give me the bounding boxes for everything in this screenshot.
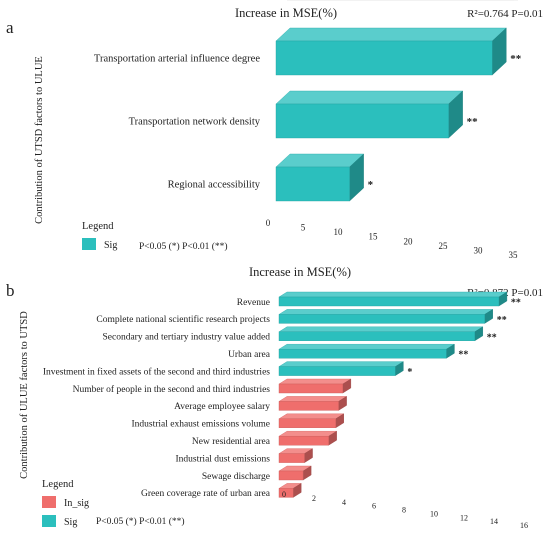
panel-b-label: b bbox=[6, 281, 15, 300]
bar bbox=[275, 103, 449, 139]
bar bbox=[278, 296, 500, 307]
bar bbox=[278, 488, 294, 498]
significance-label: * bbox=[407, 367, 412, 378]
x-tick-label: 12 bbox=[460, 513, 468, 522]
legend-swatch bbox=[82, 238, 96, 250]
category-label: Complete national scientific research pr… bbox=[96, 314, 270, 325]
x-tick-label: 30 bbox=[474, 245, 484, 255]
significance-label: * bbox=[368, 179, 374, 191]
x-tick-label: 0 bbox=[266, 218, 271, 228]
panel-a-label: a bbox=[6, 18, 14, 37]
x-tick-label: 8 bbox=[402, 506, 406, 515]
x-tick-label: 2 bbox=[312, 494, 316, 503]
category-label: New residential area bbox=[192, 437, 271, 447]
bar-top-face bbox=[278, 431, 338, 437]
category-label: Investment in fixed assets of the second… bbox=[43, 366, 270, 377]
chart-a: Transportation arterial influence degree… bbox=[82, 0, 522, 260]
bar bbox=[278, 383, 344, 394]
x-tick-label: 25 bbox=[439, 241, 449, 251]
significance-label: ** bbox=[467, 116, 479, 128]
legend-title: Legend bbox=[42, 479, 74, 490]
bar bbox=[278, 331, 475, 341]
category-label: Industrial exhaust emissions volume bbox=[131, 420, 270, 430]
category-label: Transportation arterial influence degree bbox=[94, 54, 260, 65]
significance-label: ** bbox=[510, 53, 522, 65]
bar bbox=[278, 470, 304, 481]
bar bbox=[278, 401, 339, 411]
category-label: Green coverage rate of urban area bbox=[141, 488, 271, 499]
x-tick-label: 0 bbox=[282, 490, 286, 499]
legend-note: P<0.05 (*) P<0.01 (**) bbox=[96, 516, 185, 527]
legend-swatch bbox=[42, 515, 56, 527]
bar-top-face bbox=[278, 326, 484, 332]
chart-b: Revenue **Complete national scientific re… bbox=[42, 0, 528, 530]
bar-top-face bbox=[278, 309, 494, 315]
x-tick-label: 6 bbox=[372, 502, 376, 511]
panel-b-title: Increase in MSE(%) bbox=[249, 265, 351, 279]
panel-b-ylabel: Contribution of ULUE factors to UTSD bbox=[19, 311, 30, 479]
bar-top-face bbox=[278, 344, 456, 350]
category-label: Revenue bbox=[237, 298, 270, 308]
x-tick-label: 10 bbox=[430, 509, 438, 518]
legend-note: P<0.05 (*) P<0.01 (**) bbox=[139, 241, 228, 252]
category-label: Industrial dust emissions bbox=[176, 454, 271, 464]
x-tick-label: 15 bbox=[369, 232, 379, 242]
category-label: Number of people in the second and third… bbox=[73, 384, 271, 395]
significance-label: ** bbox=[511, 298, 521, 309]
category-label: Average employee salary bbox=[174, 402, 270, 412]
x-tick-label: 16 bbox=[520, 521, 528, 530]
bar-top-face bbox=[275, 27, 507, 42]
legend-label: In_sig bbox=[64, 498, 89, 509]
panel-a-ylabel: Contribution of UTSD factors to ULUE bbox=[34, 56, 45, 224]
bar bbox=[278, 418, 336, 428]
x-tick-label: 10 bbox=[334, 227, 344, 237]
bar-top-face bbox=[278, 378, 352, 385]
bar bbox=[278, 349, 447, 359]
legend-swatch bbox=[42, 496, 56, 508]
x-tick-label: 5 bbox=[301, 223, 306, 233]
significance-label: ** bbox=[497, 315, 507, 326]
bar-top-face bbox=[278, 413, 345, 419]
bar bbox=[275, 166, 350, 202]
category-label: Urban area bbox=[228, 350, 271, 360]
legend-label: Sig bbox=[104, 240, 117, 251]
x-tick-label: 14 bbox=[490, 517, 498, 526]
panel-a-title: Increase in MSE(%) bbox=[235, 6, 337, 20]
x-tick-label: 4 bbox=[342, 498, 346, 507]
x-tick-label: 35 bbox=[509, 250, 519, 260]
bar-top-face bbox=[275, 90, 464, 105]
bar bbox=[278, 366, 396, 376]
bar bbox=[278, 436, 329, 446]
bar-top-face bbox=[278, 396, 348, 402]
panel-a-stats: R²=0.764 P=0.01 bbox=[467, 8, 543, 20]
x-tick-label: 20 bbox=[404, 236, 414, 246]
bar-top-face bbox=[278, 291, 508, 298]
category-label: Sewage discharge bbox=[202, 472, 270, 482]
bar-top-face bbox=[278, 361, 405, 367]
bar bbox=[275, 40, 493, 76]
significance-label: ** bbox=[487, 332, 497, 343]
significance-label: ** bbox=[458, 350, 468, 361]
category-label: Secondary and tertiary industry value ad… bbox=[102, 333, 270, 343]
legend-label: Sig bbox=[64, 517, 77, 528]
bar bbox=[278, 314, 485, 324]
category-label: Regional accessibility bbox=[168, 180, 261, 191]
bar-top-face bbox=[275, 153, 365, 168]
legend-title: Legend bbox=[82, 221, 114, 232]
category-label: Transportation network density bbox=[129, 117, 261, 128]
bar bbox=[278, 453, 305, 463]
